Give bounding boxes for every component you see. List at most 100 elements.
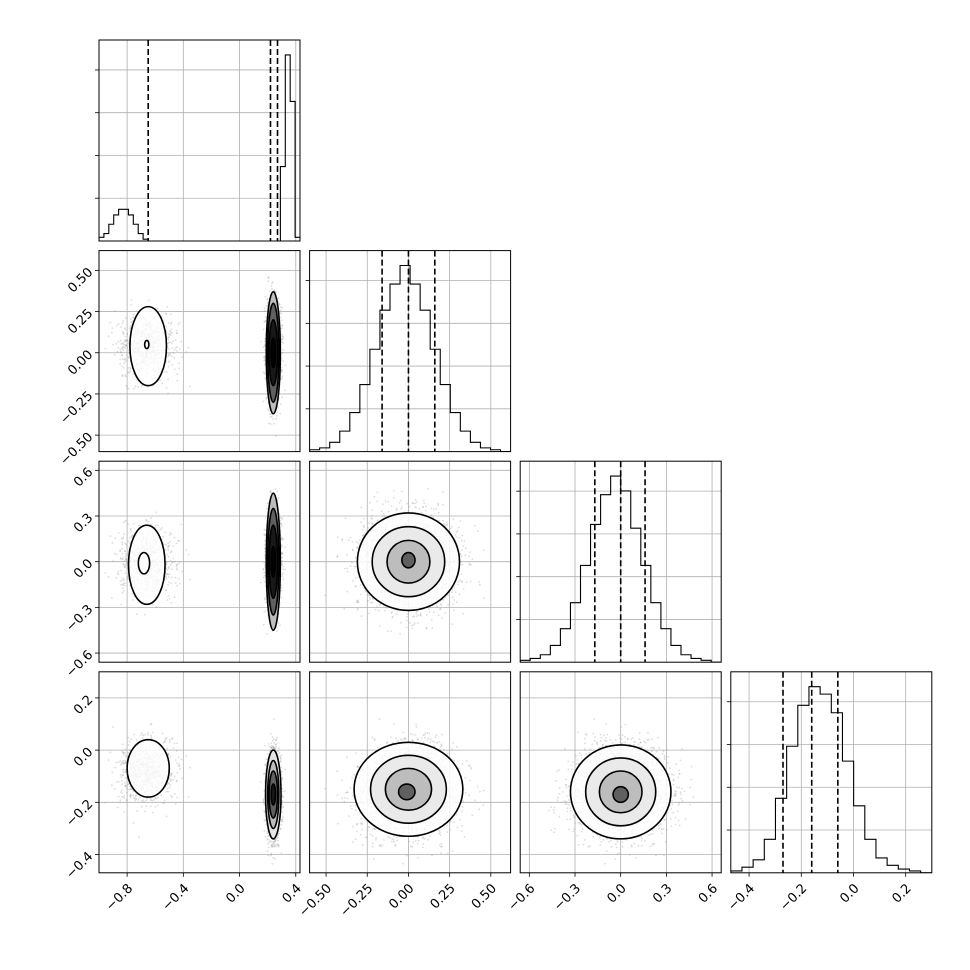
sample-point bbox=[115, 342, 118, 345]
contour-level bbox=[143, 339, 150, 350]
sample-point bbox=[126, 339, 128, 342]
sample-point bbox=[282, 349, 285, 351]
y-tick-label: 0.00 bbox=[65, 347, 96, 378]
sample-point bbox=[168, 360, 171, 362]
sample-point bbox=[280, 368, 283, 371]
sample-point bbox=[123, 366, 125, 369]
sample-point bbox=[284, 364, 286, 367]
sample-point bbox=[124, 317, 127, 320]
sample-point bbox=[127, 371, 130, 374]
sample-point bbox=[155, 511, 158, 514]
sample-point bbox=[266, 298, 269, 301]
sample-point bbox=[122, 320, 125, 322]
sample-point bbox=[122, 332, 125, 335]
sample-point bbox=[125, 385, 128, 387]
sample-point bbox=[109, 321, 112, 324]
sample-point bbox=[280, 341, 283, 344]
sample-point bbox=[125, 339, 128, 341]
sample-point bbox=[124, 374, 126, 376]
sample-point bbox=[281, 552, 284, 555]
sample-point bbox=[172, 351, 175, 354]
sample-point bbox=[124, 347, 126, 349]
sample-point bbox=[126, 333, 129, 336]
sample-point bbox=[133, 387, 135, 390]
sample-point bbox=[124, 328, 127, 331]
panel-2-0: −0.6−0.30.00.30.6 bbox=[63, 460, 301, 681]
sample-point bbox=[107, 335, 110, 338]
sample-point bbox=[268, 412, 271, 415]
sample-point bbox=[167, 338, 170, 341]
sample-point bbox=[265, 396, 268, 399]
sample-point bbox=[166, 306, 169, 308]
sample-point bbox=[149, 523, 152, 526]
sample-point bbox=[284, 389, 286, 392]
sample-point bbox=[279, 522, 282, 524]
sample-point bbox=[121, 348, 124, 350]
sample-point bbox=[174, 576, 177, 579]
sample-point bbox=[166, 572, 169, 575]
sample-point bbox=[129, 370, 131, 372]
sample-point bbox=[111, 597, 113, 600]
sample-point bbox=[174, 582, 177, 584]
sample-point bbox=[169, 334, 172, 336]
sample-point bbox=[273, 289, 275, 291]
sample-point bbox=[259, 341, 262, 343]
sample-point bbox=[262, 568, 265, 570]
sample-point bbox=[129, 328, 132, 330]
sample-point bbox=[137, 385, 140, 388]
sample-point bbox=[280, 335, 283, 338]
sample-point bbox=[173, 368, 176, 371]
sample-point bbox=[117, 347, 120, 349]
sample-point bbox=[120, 354, 123, 357]
sample-point bbox=[130, 318, 132, 320]
sample-point bbox=[126, 333, 129, 335]
sample-point bbox=[273, 289, 276, 292]
sample-point bbox=[129, 325, 132, 327]
sample-point bbox=[189, 385, 192, 388]
sample-point bbox=[275, 418, 277, 420]
sample-point bbox=[126, 560, 128, 563]
sample-point bbox=[168, 341, 171, 344]
sample-point bbox=[124, 339, 126, 341]
sample-point bbox=[269, 490, 272, 492]
sample-point bbox=[264, 316, 267, 319]
sample-point bbox=[181, 356, 184, 358]
sample-point bbox=[167, 348, 170, 350]
sample-point bbox=[127, 387, 130, 390]
sample-point bbox=[280, 369, 283, 372]
sample-point bbox=[116, 350, 119, 353]
sample-point bbox=[263, 356, 265, 359]
sample-point bbox=[120, 326, 122, 328]
sample-point bbox=[127, 342, 130, 345]
sample-point bbox=[280, 357, 283, 359]
sample-point bbox=[174, 339, 177, 341]
sample-point bbox=[111, 332, 113, 334]
sample-point bbox=[278, 302, 281, 305]
sample-point bbox=[281, 338, 283, 341]
sample-point bbox=[281, 366, 284, 369]
sample-point bbox=[282, 578, 285, 581]
sample-point bbox=[132, 316, 134, 319]
sample-point bbox=[176, 379, 179, 382]
sample-point bbox=[123, 343, 126, 346]
sample-point bbox=[126, 354, 128, 356]
sample-point bbox=[176, 332, 178, 334]
sample-point bbox=[112, 343, 114, 346]
sample-point bbox=[266, 298, 269, 301]
sample-point bbox=[116, 572, 119, 575]
sample-point bbox=[165, 325, 167, 328]
sample-point bbox=[167, 353, 170, 356]
sample-point bbox=[125, 344, 127, 346]
sample-point bbox=[281, 575, 284, 578]
sample-point bbox=[169, 352, 172, 355]
sample-point bbox=[281, 307, 283, 309]
sample-point bbox=[121, 358, 124, 360]
sample-point bbox=[281, 370, 283, 372]
sample-point bbox=[125, 558, 127, 560]
sample-point bbox=[268, 290, 271, 292]
sample-point bbox=[113, 353, 116, 356]
sample-point bbox=[161, 382, 164, 385]
sample-point bbox=[126, 347, 129, 349]
sample-point bbox=[279, 519, 282, 522]
sample-point bbox=[111, 327, 114, 329]
